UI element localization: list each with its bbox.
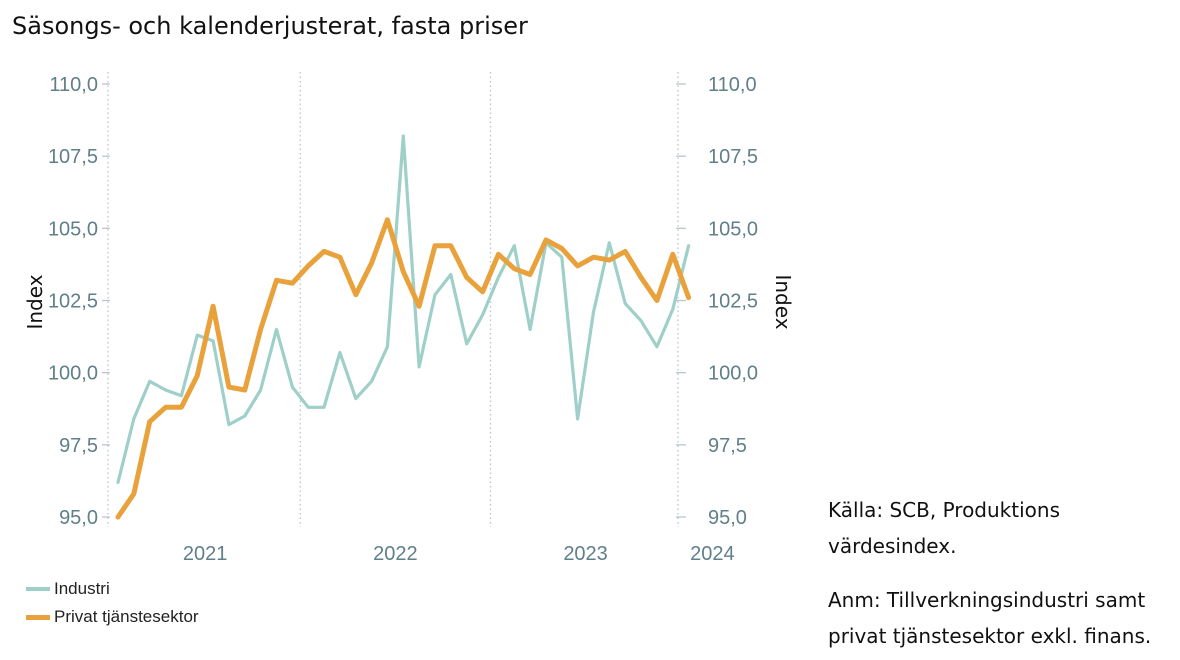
- y-axis-left-label: Index: [23, 274, 47, 329]
- series-line-tjanst: [115, 217, 692, 520]
- series-lines: [115, 134, 692, 520]
- y-tick-label-right: 105,0: [708, 218, 758, 240]
- legend-label-industri: Industri: [54, 579, 110, 598]
- remark-note-line2: privat tjänstesektor exkl. finans.: [828, 624, 1152, 648]
- legend-item-tjanst: Privat tjänstesektor: [26, 607, 199, 627]
- y-tick-label-right: 95,0: [708, 507, 747, 529]
- remark-note-line1: Anm: Tillverkningsindustri samt: [828, 588, 1146, 612]
- x-tick-label: 2023: [563, 543, 608, 565]
- series-line-industri: [116, 134, 691, 484]
- y-tick-label-left: 110,0: [49, 74, 98, 96]
- y-tick-label-left: 100,0: [48, 363, 98, 385]
- x-tick-label: 2021: [183, 543, 228, 565]
- y-tick-label-right: 110,0: [708, 74, 757, 96]
- axes: [102, 83, 686, 518]
- y-tick-label-right: 100,0: [708, 363, 758, 385]
- y-tick-label-right: 107,5: [708, 146, 758, 168]
- legend-item-industri: Industri: [26, 579, 110, 599]
- source-note: Källa: SCB, Produktions värdesindex.: [828, 492, 1168, 564]
- y-tick-label-left: 102,5: [48, 291, 98, 313]
- chart-title: Säsongs- och kalenderjusterat, fasta pri…: [12, 12, 528, 40]
- y-axis-right-ticks: 95,0 97,5 100,0 102,5 105,0 107,5 110,0: [708, 74, 758, 529]
- y-tick-label-left: 105,0: [48, 218, 98, 240]
- y-tick-label-left: 97,5: [59, 435, 98, 457]
- legend-swatch-tjanst: [26, 614, 50, 620]
- y-axis-left-ticks: 95,0 97,5 100,0 102,5 105,0 107,5 110,0: [48, 74, 98, 529]
- source-note-line2: värdesindex.: [828, 534, 957, 558]
- x-tick-label: 2022: [373, 543, 418, 565]
- source-note-line1: Källa: SCB, Produktions: [828, 498, 1060, 522]
- x-axis-ticks: 2021 2022 2023 2024: [183, 543, 735, 565]
- y-tick-label-right: 102,5: [708, 291, 758, 313]
- y-tick-label-left: 107,5: [48, 146, 98, 168]
- x-tick-label: 2024: [690, 543, 735, 565]
- gridlines: [107, 72, 679, 527]
- y-tick-label-right: 97,5: [708, 435, 747, 457]
- remark-note: Anm: Tillverkningsindustri samt privat t…: [828, 582, 1168, 654]
- legend-swatch-industri: [26, 587, 50, 591]
- y-tick-label-left: 95,0: [59, 507, 98, 529]
- y-axis-right-label: Index: [771, 274, 795, 329]
- legend-label-tjanst: Privat tjänstesektor: [54, 607, 199, 626]
